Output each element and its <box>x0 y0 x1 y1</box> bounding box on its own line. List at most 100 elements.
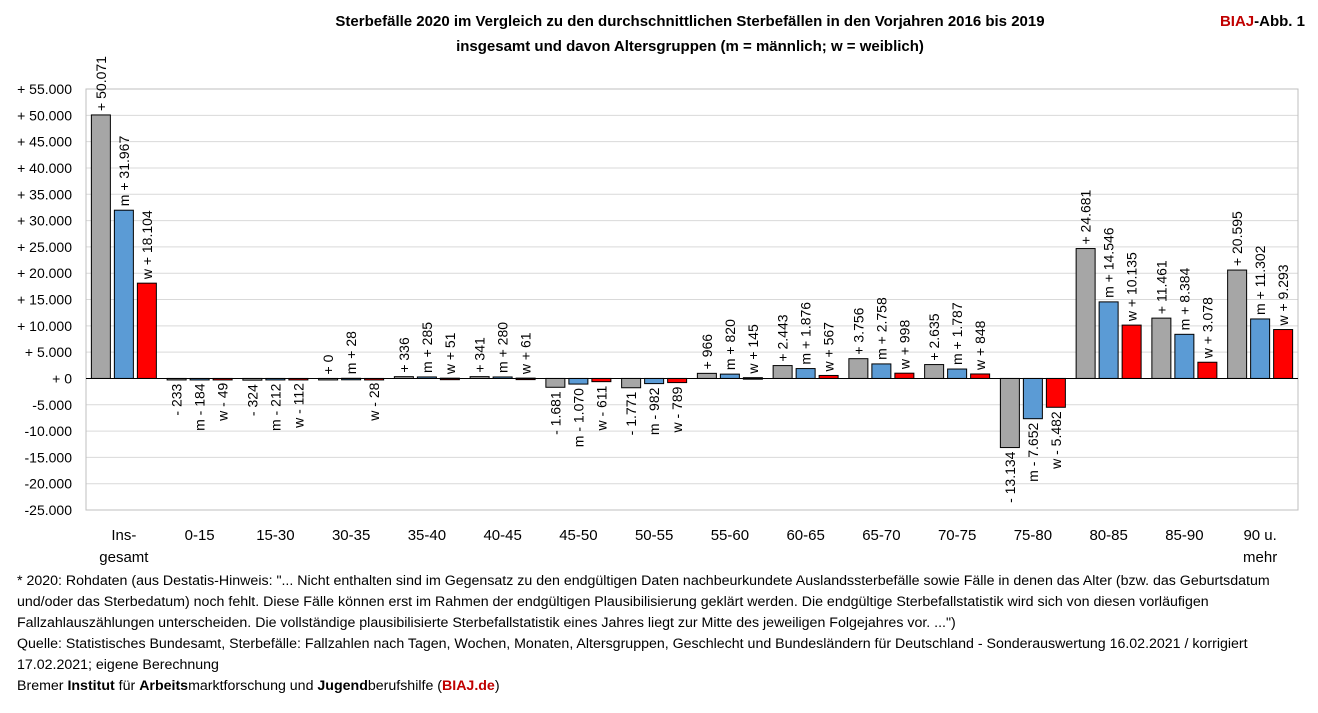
bar-male <box>644 377 665 385</box>
figure-number: -Abb. 1 <box>1254 13 1305 30</box>
data-label: w - 789 <box>669 386 685 433</box>
data-label: w + 61 <box>518 332 534 375</box>
data-label: m + 14.546 <box>1101 227 1117 298</box>
category-label: 45-50 <box>559 527 597 544</box>
data-label: m + 1.876 <box>798 302 814 365</box>
figure-label: BIAJ-Abb. 1 <box>1220 9 1305 34</box>
data-label: w + 9.293 <box>1275 264 1291 326</box>
chart-title: Sterbefälle 2020 im Vergleich zu den dur… <box>150 9 1230 59</box>
data-label: m + 280 <box>495 322 511 373</box>
category-label: 70-75 <box>938 527 976 544</box>
data-label: m + 8.384 <box>1176 267 1192 330</box>
data-label: m + 31.967 <box>116 136 132 207</box>
y-tick-label: + 40.000 <box>17 160 72 176</box>
bar-total <box>1075 248 1096 379</box>
y-tick-label: + 30.000 <box>17 213 72 229</box>
data-label: w + 51 <box>442 332 458 375</box>
bar-total <box>1227 269 1248 379</box>
bar-male <box>1250 318 1271 379</box>
data-label: w - 28 <box>366 382 382 421</box>
data-label: m + 285 <box>419 322 435 373</box>
bar-female <box>970 373 991 379</box>
chart-title-line1: Sterbefälle 2020 im Vergleich zu den dur… <box>335 13 1045 30</box>
data-label: w - 112 <box>290 383 306 429</box>
data-label: m - 184 <box>192 383 208 431</box>
data-label: w + 567 <box>821 322 837 373</box>
data-label: + 11.461 <box>1153 260 1169 314</box>
data-label: m - 982 <box>646 387 662 435</box>
category-label: 40-45 <box>483 527 521 544</box>
bar-female <box>1273 329 1294 379</box>
bar-female <box>1121 324 1142 379</box>
data-label: w - 5.482 <box>1048 411 1064 470</box>
y-tick-label: -5.000 <box>32 397 72 413</box>
y-tick-label: + 10.000 <box>17 318 72 334</box>
data-label: m + 820 <box>722 319 738 370</box>
bar-chart: + 55.000 + 50.000 + 45.000 + 40.000 + 35.000… <box>17 56 1299 566</box>
bar-total <box>621 377 642 389</box>
bar-male <box>1174 333 1195 379</box>
data-label: - 324 <box>244 384 260 416</box>
bar-total <box>924 364 945 379</box>
bar-female <box>136 282 157 379</box>
category-label: 60-65 <box>786 527 824 544</box>
data-label: w - 611 <box>593 385 609 431</box>
footnote-raw-data: * 2020: Rohdaten (aus Destatis-Hinweis: … <box>17 573 1270 631</box>
data-label: - 233 <box>169 383 185 415</box>
bar-total <box>90 114 111 379</box>
data-label: m - 212 <box>267 383 283 431</box>
bar-total <box>1151 317 1172 379</box>
category-label: 90 u. <box>1243 527 1276 544</box>
bar-total <box>772 365 793 379</box>
data-label: + 50.071 <box>93 56 109 111</box>
bar-male <box>947 368 968 379</box>
category-label: 85-90 <box>1165 527 1203 544</box>
bar-female <box>1197 361 1218 379</box>
category-label: 75-80 <box>1014 527 1052 544</box>
data-label: m + 1.787 <box>949 302 965 365</box>
category-label: 80-85 <box>1089 527 1127 544</box>
data-label: w + 18.104 <box>139 210 155 280</box>
data-label: + 2.635 <box>926 313 942 360</box>
plot-area <box>85 88 1299 511</box>
data-label: - 13.134 <box>1002 451 1018 503</box>
bar-male <box>871 363 892 379</box>
category-label: gesamt <box>99 549 149 566</box>
biaj-link[interactable]: BIAJ.de <box>442 678 495 694</box>
data-label: w + 145 <box>745 324 761 375</box>
category-label: 50-55 <box>635 527 673 544</box>
bar-male <box>795 368 816 379</box>
data-label: m + 11.302 <box>1252 245 1268 315</box>
category-label: 15-30 <box>256 527 294 544</box>
footnote-organization: Bremer Institut für Arbeitsmarktforschun… <box>17 678 500 694</box>
bar-male <box>568 377 589 385</box>
bar-male <box>1098 301 1119 379</box>
y-tick-label: + 20.000 <box>17 265 72 281</box>
data-label: w + 3.078 <box>1199 297 1215 359</box>
data-label: + 20.595 <box>1229 211 1245 266</box>
category-label: 30-35 <box>332 527 370 544</box>
data-label: m - 7.652 <box>1025 422 1041 481</box>
bar-female <box>894 372 915 379</box>
category-label: Ins- <box>111 527 136 544</box>
footnotes: * 2020: Rohdaten (aus Destatis-Hinweis: … <box>17 571 1307 697</box>
data-label: w + 848 <box>972 320 988 371</box>
data-label: - 1.771 <box>623 392 639 436</box>
data-label: + 0 <box>320 354 336 374</box>
data-label: + 336 <box>396 337 412 373</box>
bar-male <box>1022 377 1043 420</box>
y-tick-label: + 0 <box>52 370 72 386</box>
y-tick-label: + 45.000 <box>17 134 72 150</box>
bar-male <box>719 373 740 379</box>
y-tick-label: -15.000 <box>25 449 73 465</box>
y-tick-label: -25.000 <box>25 502 73 518</box>
data-label: m + 28 <box>343 331 359 374</box>
bar-total <box>848 358 869 379</box>
data-label: + 341 <box>472 337 488 373</box>
data-label: + 3.756 <box>850 307 866 354</box>
bar-total <box>545 377 566 388</box>
category-label: 0-15 <box>185 527 215 544</box>
data-label: m + 2.758 <box>873 297 889 360</box>
y-tick-label: + 35.000 <box>17 186 72 202</box>
data-label: w + 10.135 <box>1124 252 1140 322</box>
